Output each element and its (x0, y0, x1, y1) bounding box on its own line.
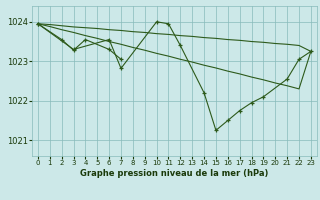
X-axis label: Graphe pression niveau de la mer (hPa): Graphe pression niveau de la mer (hPa) (80, 169, 268, 178)
